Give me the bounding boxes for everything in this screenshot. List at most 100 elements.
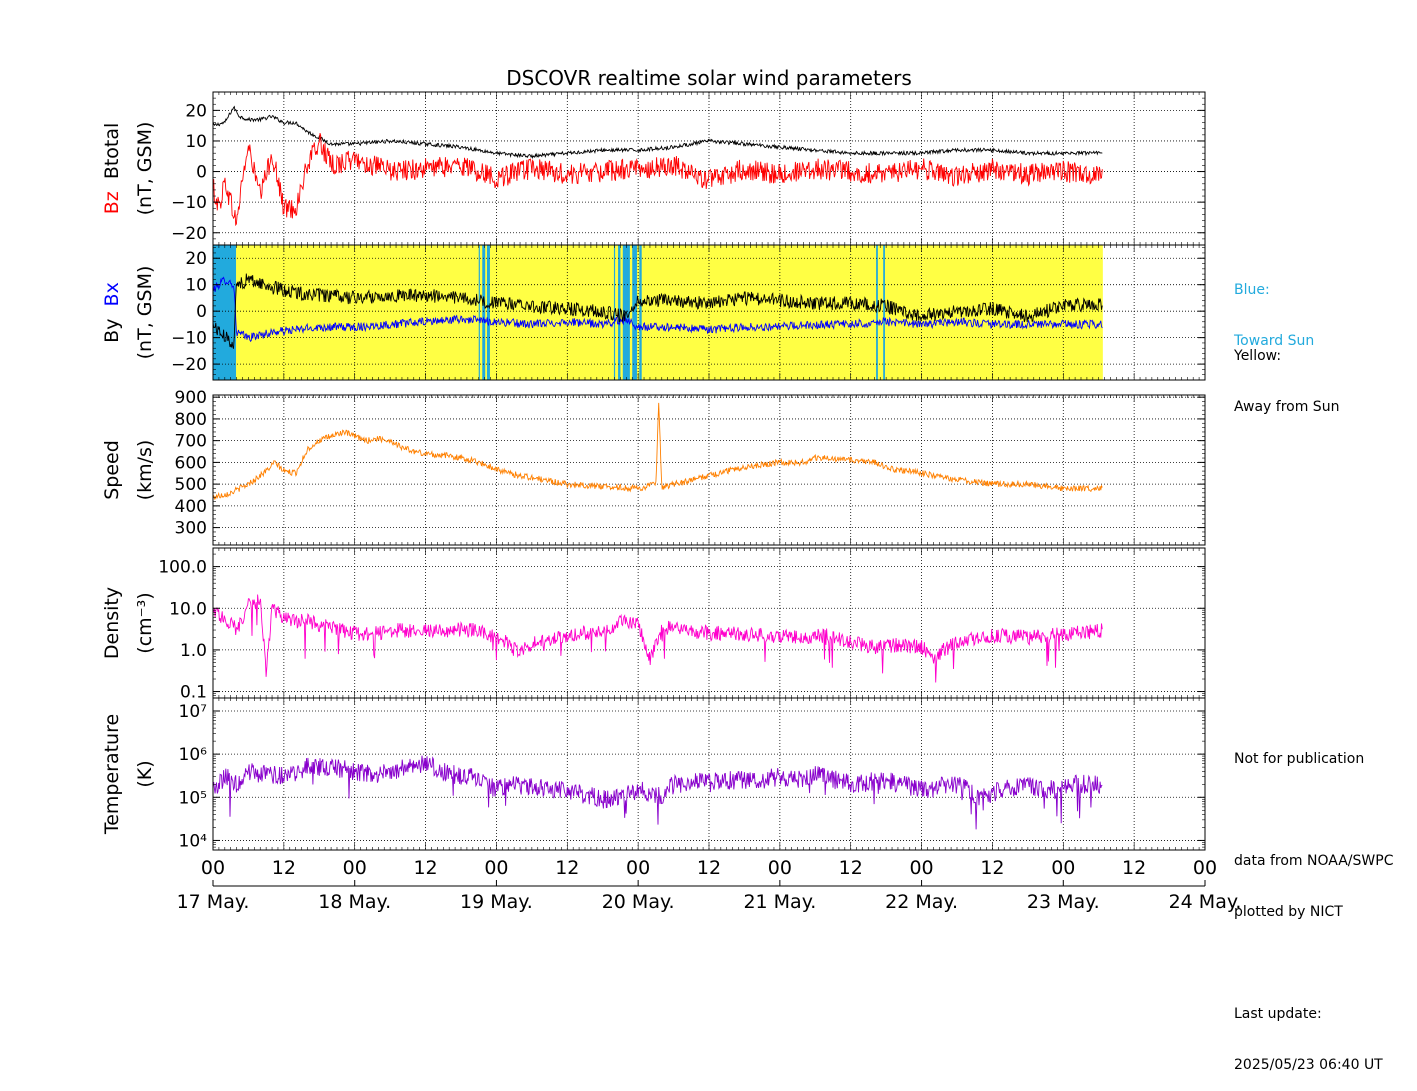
x-tick-label: 12 xyxy=(697,857,721,879)
x-tick-label: 12 xyxy=(980,857,1004,879)
y-tick-label: 10⁵ xyxy=(179,788,207,808)
x-tick-label: 00 xyxy=(343,857,367,879)
x-tick-label: 00 xyxy=(201,857,225,879)
y-axis-unit: (K) xyxy=(134,760,156,787)
note-not-for-publication: Not for publication xyxy=(1234,751,1365,767)
y-tick-label: 10 xyxy=(185,132,207,152)
y-label-bx: Bx xyxy=(101,282,123,318)
sector-band-toward xyxy=(618,245,621,380)
note-last-update-value: 2025/05/23 06:40 UT xyxy=(1234,1057,1383,1073)
time-axis: 00 12 00 12 00 12 00 12 00 12 00 12 00 12 00 17 May. 18 … xyxy=(177,857,1242,913)
panel-density: 0.1 1.0 10.0 100.0 Density (cm⁻³) xyxy=(101,547,1206,703)
y-axis-label: Speed xyxy=(101,440,123,500)
sector-band-toward xyxy=(486,245,490,380)
x-tick-label: 12 xyxy=(413,857,437,879)
date-label: 18 May. xyxy=(318,891,391,913)
legend-yellow-title: Yellow: xyxy=(1234,348,1282,364)
series-line-btotal xyxy=(213,105,1103,160)
x-tick-label: 12 xyxy=(272,857,296,879)
sector-band-toward xyxy=(482,245,486,380)
y-tick-label: 10⁶ xyxy=(179,745,208,765)
x-tick-label: 12 xyxy=(839,857,863,879)
sector-band-toward xyxy=(478,245,480,380)
y-axis-label: Density xyxy=(101,587,123,659)
y-tick-label: 0 xyxy=(196,163,207,183)
panel-magnetic_field_total: −20 −10 0 10 20 Bz Btotal (nT, GSM) xyxy=(101,91,1206,246)
sector-band-toward xyxy=(883,245,885,380)
y-tick-label: −20 xyxy=(171,224,207,244)
y-tick-label: 20 xyxy=(185,249,207,269)
x-tick-label: 00 xyxy=(1193,857,1217,879)
panel-frame xyxy=(212,91,1206,246)
y-axis-unit: (nT, GSM) xyxy=(134,266,156,360)
y-tick-label: 700 xyxy=(175,432,207,452)
sector-legend-yellow: Yellow: Away from Sun xyxy=(1234,314,1339,433)
sector-band-toward xyxy=(632,245,637,380)
y-tick-label: 400 xyxy=(175,497,207,517)
y-axis-unit: (cm⁻³) xyxy=(134,592,156,653)
y-tick-label: 100.0 xyxy=(158,558,207,578)
series-line-bz xyxy=(213,132,1103,227)
panel-temperature: 10⁴ 10⁵ 10⁶ 10⁷ Temperature (K) xyxy=(101,697,1206,851)
y-tick-label: 1.0 xyxy=(180,641,207,661)
x-tick-label: 00 xyxy=(484,857,508,879)
y-axis-label: Temperature xyxy=(101,714,123,835)
y-axis-unit: (nT, GSM) xyxy=(134,122,156,216)
sector-band-toward xyxy=(213,245,237,380)
y-tick-label: 20 xyxy=(185,101,207,121)
y-tick-label: 10 xyxy=(185,276,207,296)
x-tick-label: 00 xyxy=(626,857,650,879)
series-line-temperature xyxy=(213,755,1103,830)
y-axis-label: Bz Btotal xyxy=(101,123,123,215)
note-data-source: data from NOAA/SWPC xyxy=(1234,853,1394,869)
y-tick-label: −10 xyxy=(171,193,207,213)
y-label-by: By xyxy=(101,319,123,343)
series-line-by xyxy=(213,273,1103,349)
y-tick-label: 0.1 xyxy=(180,683,207,703)
y-label-btotal: Btotal xyxy=(101,123,123,192)
y-tick-label: 0 xyxy=(196,302,207,322)
sector-legend: Blue: Toward Sun xyxy=(1234,248,1314,367)
sector-band-toward xyxy=(613,245,616,380)
date-label: 22 May. xyxy=(885,891,958,913)
notes: Not for publication data from NOAA/SWPC … xyxy=(1234,717,1393,1091)
y-tick-label: 10.0 xyxy=(169,599,207,619)
series-line-density xyxy=(213,594,1103,683)
sector-band-away xyxy=(236,245,1103,380)
x-tick-label: 12 xyxy=(1122,857,1146,879)
y-tick-label: −10 xyxy=(171,329,207,349)
y-tick-label: 500 xyxy=(175,475,207,495)
sector-band-toward xyxy=(876,245,878,380)
y-tick-label: 900 xyxy=(175,388,207,408)
panels: −20 −10 0 10 20 Bz Btotal (nT, GSM) −20 −10 0 10 20… xyxy=(101,91,1206,851)
date-label: 20 May. xyxy=(602,891,675,913)
series-line-bx xyxy=(213,276,1103,343)
y-tick-label: −20 xyxy=(171,355,207,375)
sector-band-toward xyxy=(639,245,642,380)
y-label-bz: Bz xyxy=(101,191,123,214)
date-label: 19 May. xyxy=(460,891,533,913)
note-last-update-label: Last update: xyxy=(1234,1006,1322,1022)
y-axis-unit: (km/s) xyxy=(134,440,156,501)
date-label: 17 May. xyxy=(177,891,250,913)
y-tick-label: 10⁴ xyxy=(179,831,208,851)
panel-magnetic_field_xy: −20 −10 0 10 20 By Bx (nT, GSM) xyxy=(101,244,1206,381)
legend-blue-title: Blue: xyxy=(1234,282,1270,298)
y-tick-label: 800 xyxy=(175,410,207,430)
series-line-speed xyxy=(213,402,1103,501)
y-axis-label: By Bx xyxy=(101,282,123,343)
x-tick-label: 00 xyxy=(909,857,933,879)
date-label: 24 May. xyxy=(1169,891,1242,913)
date-label: 21 May. xyxy=(743,891,816,913)
note-plotted-by: plotted by NICT xyxy=(1234,904,1343,920)
x-tick-label: 00 xyxy=(1051,857,1075,879)
y-tick-label: 300 xyxy=(175,519,207,539)
legend-blue-desc: Toward Sun xyxy=(1234,333,1315,349)
y-tick-label: 600 xyxy=(175,453,207,473)
x-tick-label: 00 xyxy=(768,857,792,879)
x-tick-label: 12 xyxy=(555,857,579,879)
y-tick-label: 10⁷ xyxy=(179,702,208,722)
legend-yellow-desc: Away from Sun xyxy=(1234,399,1340,415)
figure-title: DSCOVR realtime solar wind parameters xyxy=(506,66,912,90)
